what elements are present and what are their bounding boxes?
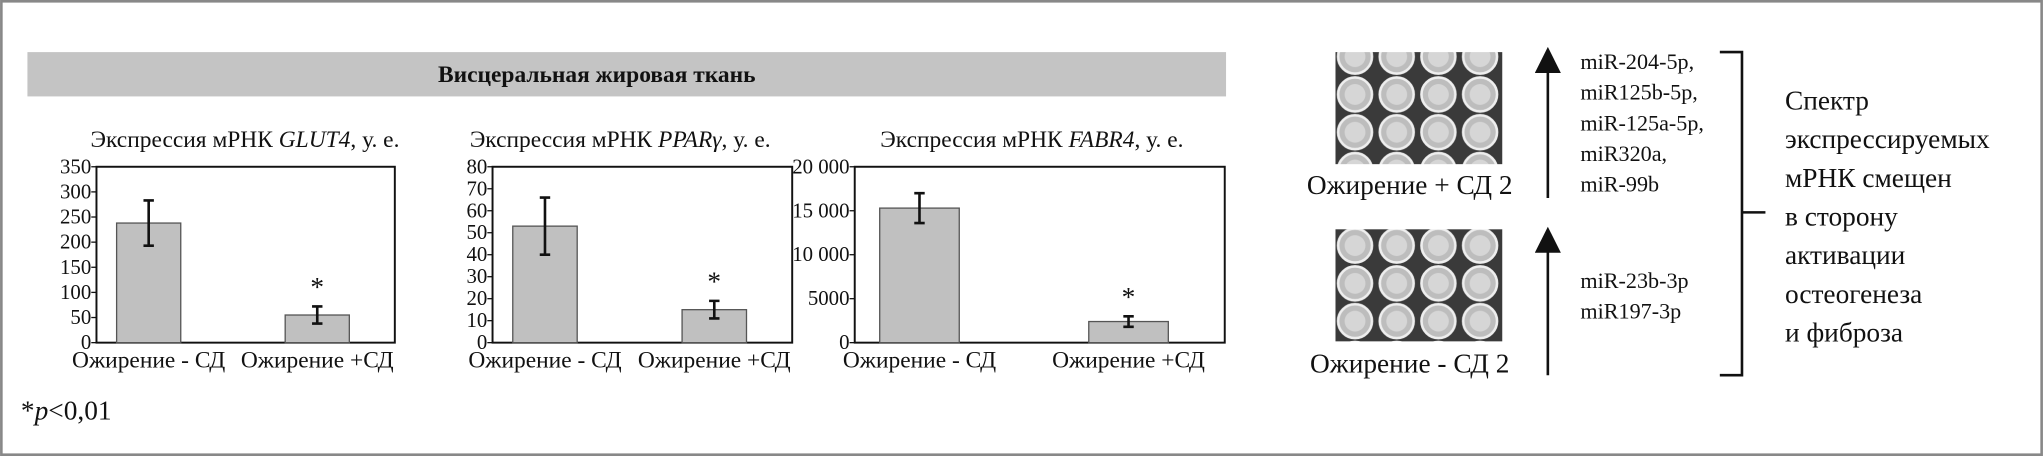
title-part: GLUT4 <box>279 127 351 153</box>
y-tick-label: 250 <box>60 205 91 229</box>
title-part: FABR4 <box>1068 127 1135 153</box>
plot-frame <box>95 165 396 344</box>
title-part: Экспрессия мРНК <box>91 127 279 153</box>
conclusion-line: Спектр <box>1785 85 1869 115</box>
error-bar <box>539 196 551 257</box>
mirna: miR197-3p <box>1580 299 1681 324</box>
footnote: *p<0,01 <box>21 396 112 426</box>
y-tick-label: 70 <box>467 176 488 200</box>
y-tick-label: 20 000 <box>792 154 849 178</box>
conclusion-line: в сторону <box>1785 202 1898 232</box>
y-tick-label: 150 <box>60 255 91 279</box>
y-tick-label: 0 <box>839 330 849 354</box>
title-part: Экспрессия мРНК <box>880 127 1068 153</box>
error-bar <box>914 191 925 225</box>
y-tick-label: 80 <box>467 154 488 178</box>
y-tick-label: 0 <box>81 330 91 354</box>
x-tick-label: Ожирение +СД <box>638 347 791 373</box>
x-tick-label: Ожирение - СД <box>72 347 225 373</box>
error-bar <box>709 299 720 320</box>
error-bar <box>1123 314 1134 329</box>
title-part: , у. е. <box>1134 127 1183 153</box>
y-tick-label: 0 <box>477 330 487 354</box>
title-part: PPARγ <box>657 127 722 153</box>
y-tick-label: 5000 <box>808 286 850 310</box>
y-tick-label: 50 <box>70 305 91 329</box>
conclusion-line: мРНК смещен <box>1785 163 1952 193</box>
mirna: miR-204-5p, <box>1580 49 1694 74</box>
error-bar <box>143 199 154 247</box>
chart-title: Экспрессия мРНК GLUT4, у. е. <box>91 127 400 153</box>
y-tick-label: 15 000 <box>792 198 849 222</box>
mirna: miR-99b <box>1580 172 1659 197</box>
cell-photo <box>1335 229 1503 342</box>
y-tick-label: 50 <box>467 220 488 244</box>
conclusion-line: и фиброза <box>1785 318 1903 348</box>
cell-photo <box>1335 52 1503 165</box>
y-tick-label: 300 <box>60 179 91 203</box>
group-label: Ожирение + СД 2 <box>1307 170 1513 200</box>
y-tick-label: 20 <box>467 286 488 310</box>
conclusion-line: экспрессируемых <box>1785 124 1990 154</box>
y-tick-label: 30 <box>467 264 488 288</box>
plot-frame <box>853 165 1226 344</box>
y-tick-label: 10 <box>467 308 488 332</box>
title-part: , у. е. <box>350 127 399 153</box>
bar <box>879 207 960 344</box>
title-part: , у. е. <box>722 127 771 153</box>
y-tick-label: 350 <box>60 154 91 178</box>
x-tick-label: Ожирение - СД <box>843 347 996 373</box>
header-title: Висцеральная жировая ткань <box>438 62 756 88</box>
y-tick-label: 40 <box>467 242 488 266</box>
error-bar <box>312 305 323 325</box>
bar <box>115 222 182 344</box>
conclusion-line: активации <box>1785 240 1905 270</box>
y-tick-label: 100 <box>60 280 91 304</box>
significance-mark: * <box>707 266 721 296</box>
significance-mark: * <box>1122 282 1136 312</box>
y-tick-label: 200 <box>60 230 91 254</box>
plot-frame <box>491 165 794 344</box>
y-tick-label: 10 000 <box>792 242 849 266</box>
significance-mark: * <box>310 272 324 302</box>
chart-title: Экспрессия мРНК FABR4, у. е. <box>880 127 1183 153</box>
header-bar <box>27 52 1227 97</box>
x-tick-label: Ожирение - СД <box>468 347 621 373</box>
title-part: Экспрессия мРНК <box>470 127 658 153</box>
mirna: miR-125a-5p, <box>1580 110 1704 135</box>
bracket <box>1719 50 1766 377</box>
footnote-part: p <box>33 396 49 426</box>
chart-title: Экспрессия мРНК PPARγ, у. е. <box>470 127 771 153</box>
x-tick-label: Ожирение +СД <box>241 347 394 373</box>
footnote-part: <0,01 <box>48 396 111 426</box>
conclusion-line: остеогенеза <box>1785 279 1922 309</box>
y-tick-label: 60 <box>467 198 488 222</box>
mirna: miR-23b-3p <box>1580 268 1688 293</box>
mirna: miR125b-5p, <box>1580 80 1697 105</box>
x-tick-label: Ожирение +СД <box>1052 347 1205 373</box>
group-label: Ожирение - СД 2 <box>1310 349 1509 379</box>
mirna: miR320a, <box>1580 141 1667 166</box>
footnote-part: * <box>21 396 35 426</box>
